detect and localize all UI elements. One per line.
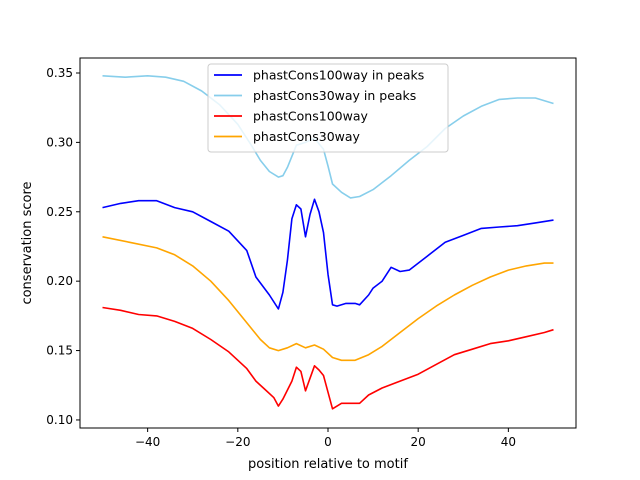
y-tick-label: 0.20	[46, 274, 73, 288]
legend-label-3: phastCons30way	[253, 129, 361, 144]
x-axis-ticks: −40 −20 0 20 40	[135, 428, 516, 449]
y-axis-ticks: 0.10 0.15 0.20 0.25 0.30 0.35	[46, 66, 80, 427]
legend-label-0: phastCons100way in peaks	[253, 68, 424, 83]
x-tick-label: 40	[501, 435, 516, 449]
series-line-3	[102, 236, 554, 362]
y-tick-label: 0.35	[46, 66, 73, 80]
legend-label-2: phastCons100way	[253, 109, 368, 124]
legend: phastCons100way in peaks phastCons30way i…	[207, 63, 449, 153]
legend-box	[207, 63, 449, 153]
x-tick-label: 0	[324, 435, 332, 449]
legend-label-1: phastCons30way in peaks	[253, 88, 416, 103]
x-tick-label: −20	[225, 435, 250, 449]
x-tick-label: 20	[411, 435, 426, 449]
y-tick-label: 0.25	[46, 205, 73, 219]
x-tick-label: −40	[135, 435, 160, 449]
y-tick-label: 0.30	[46, 135, 73, 149]
series-line-2	[102, 306, 554, 410]
series-line-0	[102, 198, 554, 310]
x-axis-label: position relative to motif	[248, 457, 408, 472]
y-axis-label: conservation score	[20, 181, 35, 304]
y-tick-label: 0.10	[46, 413, 73, 427]
y-tick-label: 0.15	[46, 344, 73, 358]
